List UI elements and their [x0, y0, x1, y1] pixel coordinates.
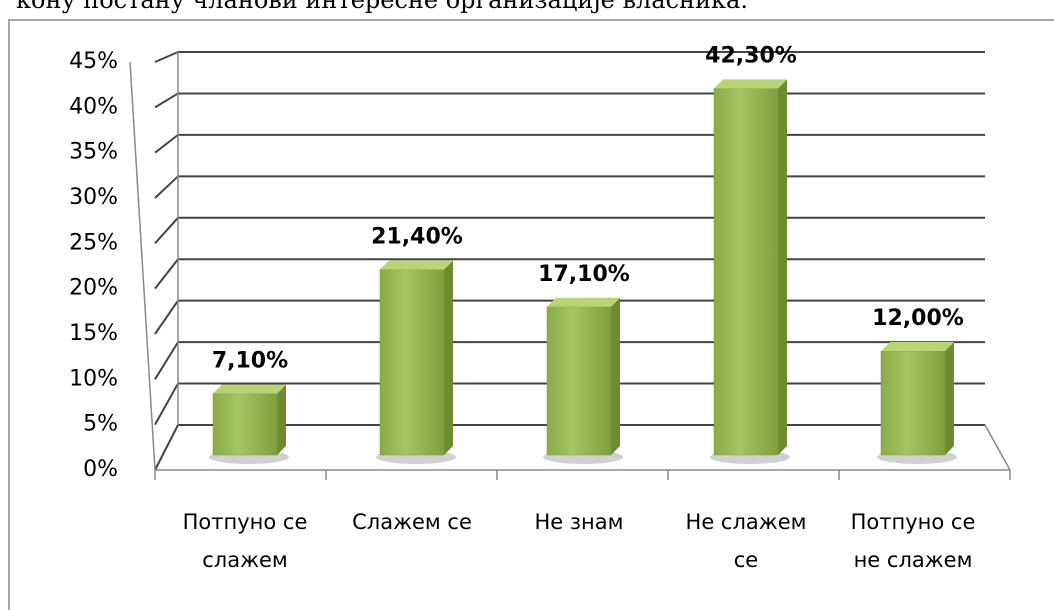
bar-top: [213, 384, 286, 394]
value-label: 42,30%: [705, 43, 797, 68]
bar-top: [881, 342, 954, 351]
x-tick-label: Потпуно се не слажем: [850, 510, 976, 572]
x-tick-label: Потпуно се слажем: [182, 510, 308, 572]
y-tick-label: 35%: [69, 140, 118, 165]
grid-line: [154, 92, 179, 109]
y-tick-label: 5%: [83, 412, 118, 437]
bar: [877, 342, 957, 464]
grid-line: [154, 51, 179, 63]
y-tick-label: 0%: [83, 457, 118, 482]
grid-line: [154, 175, 179, 199]
bar-front: [212, 393, 278, 456]
bar: [209, 384, 289, 464]
bar-side: [945, 342, 954, 455]
bar-front: [713, 88, 779, 456]
value-label: 17,10%: [538, 262, 630, 287]
bar-side: [277, 384, 286, 455]
grid-line: [154, 217, 179, 245]
x-tick-label: Не знам: [534, 510, 624, 534]
y-tick-label: 15%: [69, 321, 118, 346]
bar: [543, 297, 623, 464]
bar-front: [880, 350, 946, 456]
frame: [8, 19, 1054, 610]
floor-edge: [984, 424, 1011, 471]
bar-front: [546, 306, 612, 456]
bar-side: [778, 79, 787, 456]
x-tick-label: Не слажем се: [685, 510, 807, 572]
grid-line: [154, 134, 179, 154]
y-tick-label: 20%: [69, 276, 118, 301]
bar: [376, 260, 456, 464]
y-tick-label: 45%: [69, 49, 118, 74]
grid-line: [154, 258, 179, 290]
bar-top: [547, 297, 620, 307]
bar-side: [444, 260, 453, 455]
bar-top: [714, 79, 787, 89]
bar-top: [380, 260, 453, 270]
bar-front: [379, 269, 445, 456]
x-tick-label: Слажем се: [352, 510, 472, 534]
y-tick-label: 30%: [69, 185, 118, 210]
grid-line: [154, 341, 179, 380]
value-label: 7,10%: [212, 348, 288, 373]
y-axis: [129, 61, 156, 471]
y-tick-label: 25%: [69, 230, 118, 255]
grid-line: [154, 300, 179, 335]
value-label: 12,00%: [872, 306, 964, 331]
value-label: 21,40%: [371, 225, 463, 250]
y-tick-label: 40%: [69, 94, 118, 119]
grid-line: [154, 383, 179, 426]
bar-side: [611, 297, 620, 455]
caption: кону постану чланови интересне организац…: [16, 0, 748, 14]
grid-line: [154, 424, 179, 471]
bar: [710, 79, 790, 464]
y-tick-label: 10%: [69, 366, 118, 391]
